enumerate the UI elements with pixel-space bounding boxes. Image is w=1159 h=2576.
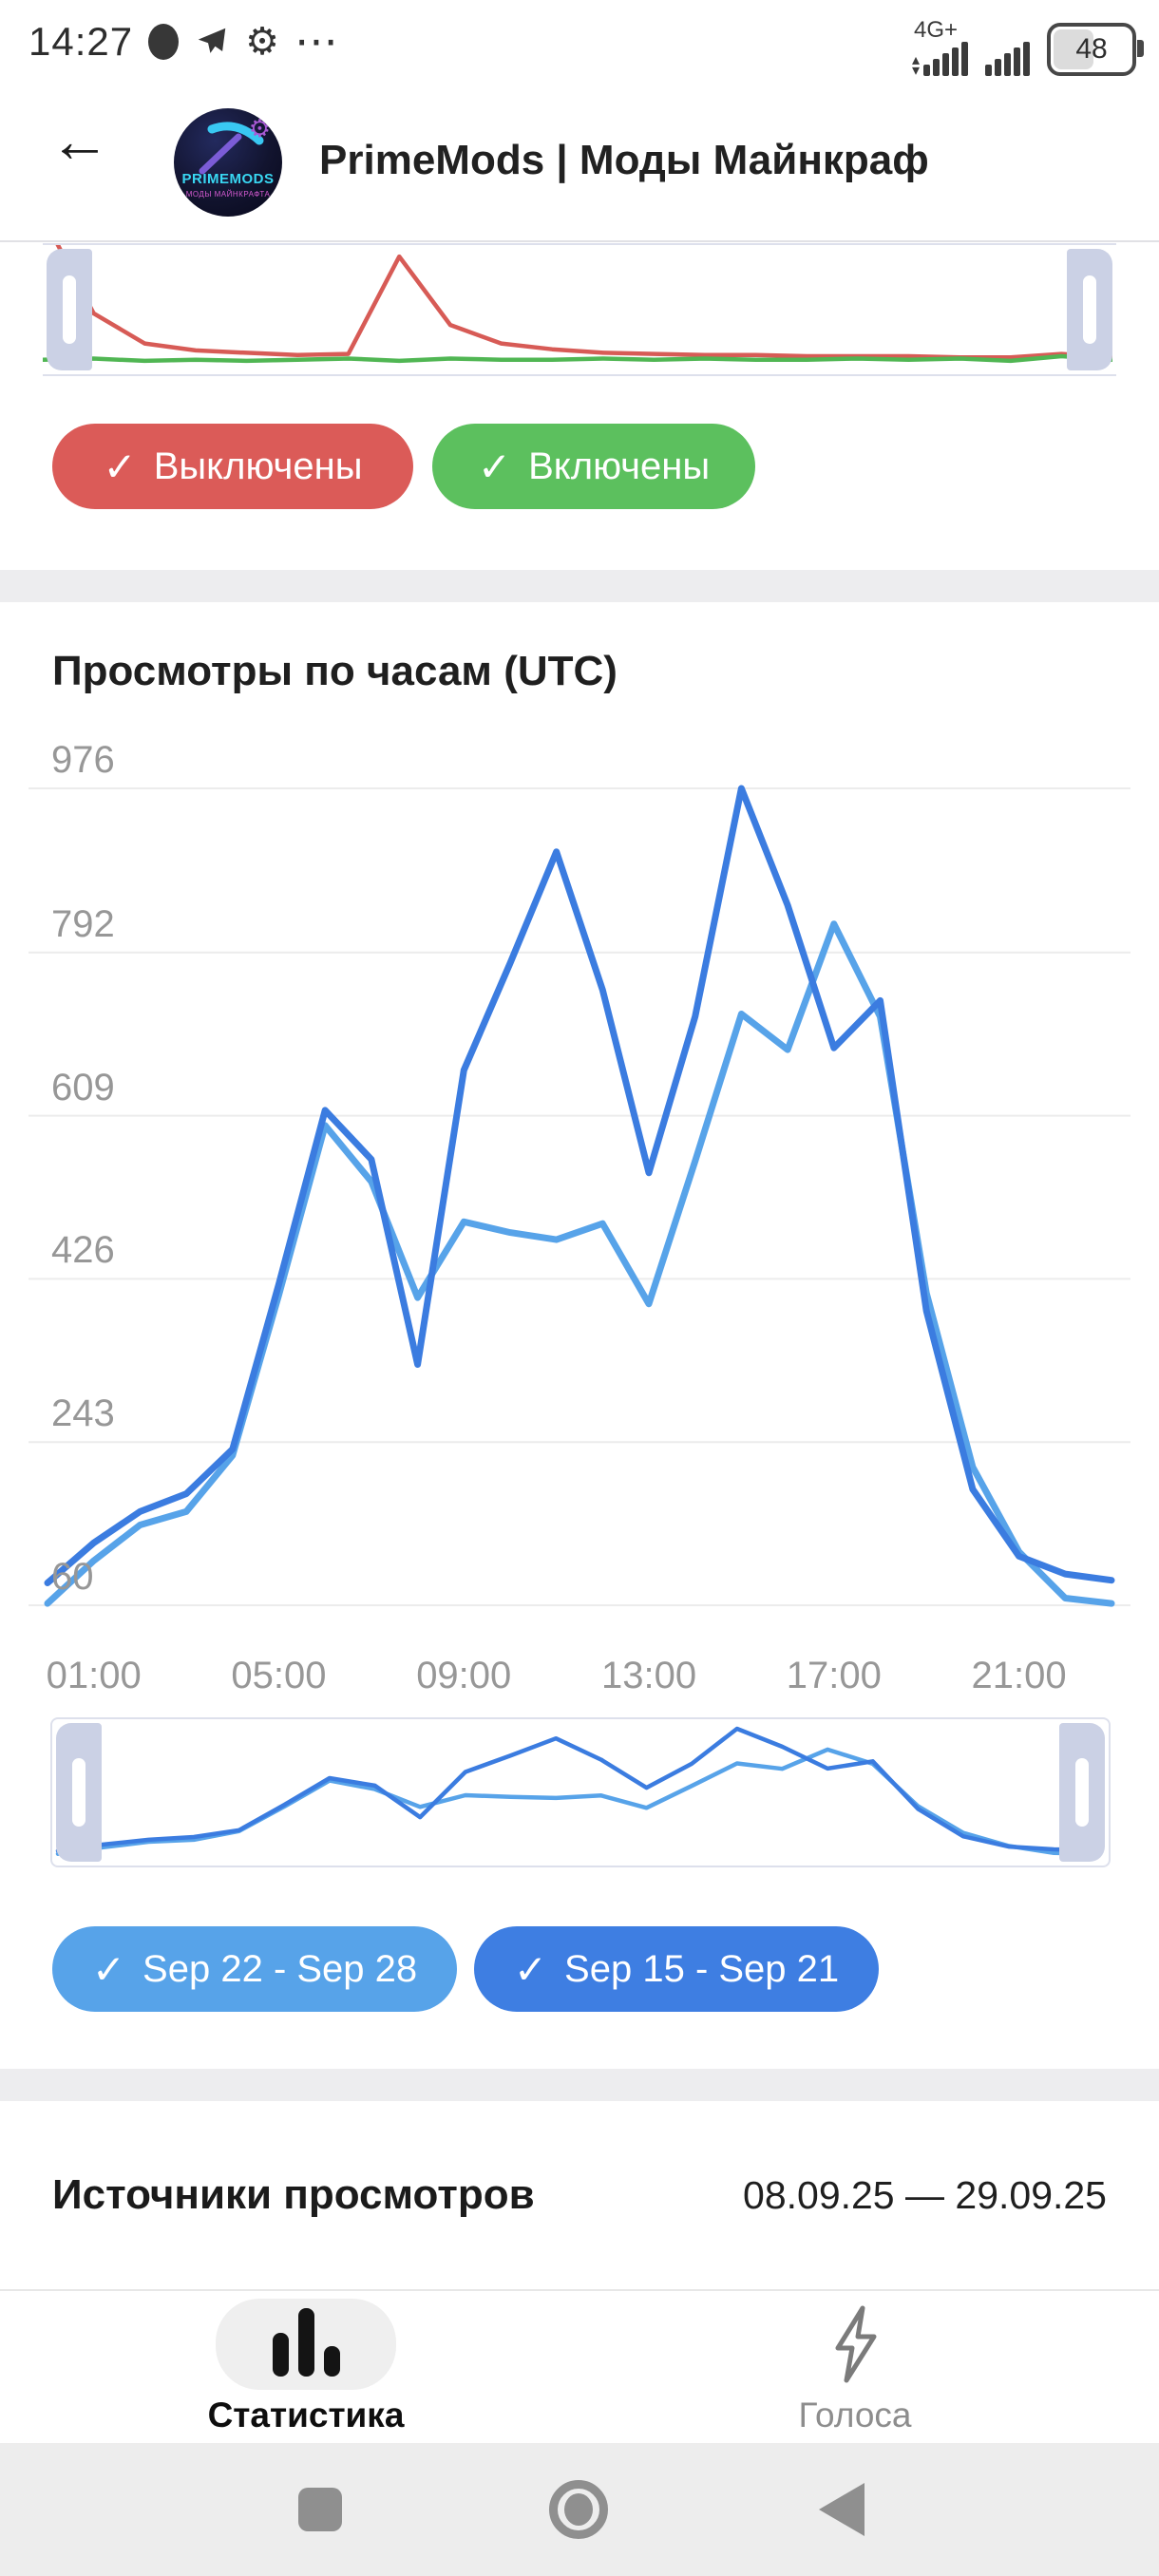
avatar-subtitle: МОДЫ МАЙНКРАФТА (185, 190, 271, 199)
toggle-enabled-button[interactable]: ✓ Включены (432, 424, 755, 509)
battery-fill (1054, 29, 1093, 69)
section-divider-band (0, 2069, 1159, 2101)
signal-bars-icon-2 (985, 42, 1030, 76)
gear-status-icon: ⚙ (245, 21, 279, 63)
bar-chart-icon (272, 2333, 289, 2377)
notifications-minimap-chart (43, 245, 1112, 364)
android-nav-bar (0, 2443, 1159, 2576)
view-sources-row: Источники просмотров 08.09.25 — 29.09.25 (0, 2101, 1159, 2289)
toggle-disabled-label: Выключены (153, 445, 363, 487)
hourly-views-title: Просмотры по часам (UTC) (52, 648, 618, 694)
clock-text: 14:27 (28, 19, 134, 64)
week-toggle-sep22-28[interactable]: ✓ Sep 22 - Sep 28 (52, 1926, 457, 2012)
toggle-disabled-button[interactable]: ✓ Выключены (52, 424, 413, 509)
back-button[interactable]: ← (49, 106, 110, 175)
page-title-wrap: PrimeMods | Моды Майнкраф (319, 137, 1159, 194)
view-sources-title: Источники просмотров (52, 2171, 535, 2218)
header-divider (0, 240, 1159, 242)
range-handle-left[interactable] (56, 1723, 102, 1862)
x-axis-labels: 01:00 05:00 09:00 13:00 17:00 21:00 (28, 1655, 1130, 1702)
avatar-gear-icon: ⚙ (248, 114, 271, 142)
battery-icon: 48 (1047, 23, 1144, 76)
x-tick-label: 09:00 (416, 1655, 512, 1696)
header: ← ⚙ PRIMEMODS МОДЫ МАЙНКРАФТА PrimeMods … (0, 84, 1159, 240)
y-tick-label: 976 (51, 739, 115, 781)
battery-nub (1137, 40, 1144, 57)
recording-dot-icon (148, 24, 180, 60)
toggle-enabled-label: Включены (528, 445, 711, 487)
battery-percent: 48 (1075, 33, 1108, 65)
x-tick-label: 13:00 (600, 1655, 697, 1696)
hourly-views-chart[interactable]: 976 792 609 426 243 60 (28, 739, 1130, 1653)
y-tick-label: 426 (51, 1229, 115, 1272)
network-type-label: 4G+ (913, 17, 958, 43)
pickaxe-icon (199, 122, 264, 175)
home-button[interactable] (549, 2480, 608, 2539)
x-tick-label: 05:00 (231, 1655, 327, 1696)
status-right: 4G+ ▴ ▾ 48 (911, 9, 1144, 79)
check-icon: ✓ (513, 1946, 548, 1992)
range-handle-right[interactable] (1059, 1723, 1105, 1862)
week-toggle-sep15-21[interactable]: ✓ Sep 15 - Sep 21 (474, 1926, 879, 2012)
check-icon: ✓ (103, 444, 137, 489)
bottom-nav-divider (0, 2289, 1159, 2291)
check-icon: ✓ (91, 1946, 126, 1992)
x-tick-label: 17:00 (786, 1655, 882, 1696)
recents-button[interactable] (298, 2488, 342, 2531)
tab-statistics-label: Статистика (207, 2396, 405, 2434)
network-group: 4G+ ▴ ▾ (911, 17, 968, 79)
active-tab-pill (216, 2299, 396, 2390)
bottom-nav: Статистика Голоса (0, 2291, 1159, 2443)
x-tick-label: 01:00 (46, 1655, 142, 1696)
lightning-icon (835, 2305, 877, 2383)
view-sources-date-range: 08.09.25 — 29.09.25 (743, 2172, 1107, 2217)
check-icon: ✓ (477, 444, 512, 489)
week-toggle-label: Sep 22 - Sep 28 (142, 1947, 418, 1990)
status-left: 14:27 ⚙ ⋯ (28, 13, 340, 70)
notifications-range-slider[interactable] (43, 243, 1116, 376)
tab-voices-label: Голоса (798, 2396, 912, 2434)
data-arrows-icon: ▴ ▾ (911, 52, 920, 79)
section-divider-band (0, 570, 1159, 602)
tab-statistics[interactable]: Статистика (116, 2291, 496, 2443)
status-bar: 14:27 ⚙ ⋯ 4G+ ▴ ▾ 48 (0, 0, 1159, 84)
week-toggle-label: Sep 15 - Sep 21 (564, 1947, 840, 1990)
y-tick-label: 60 (51, 1556, 94, 1598)
views-range-slider[interactable] (50, 1717, 1111, 1867)
x-tick-label: 21:00 (971, 1655, 1067, 1696)
range-handle-right[interactable] (1067, 249, 1112, 370)
channel-title: PrimeMods | Моды Майнкраф (319, 137, 929, 183)
telegram-icon (198, 28, 226, 53)
channel-avatar[interactable]: ⚙ PRIMEMODS МОДЫ МАЙНКРАФТА (174, 108, 282, 217)
signal-bars-icon-1 (923, 42, 968, 76)
android-back-button[interactable] (819, 2483, 864, 2536)
more-notifications-icon: ⋯ (294, 16, 340, 66)
title-fade (1036, 122, 1159, 207)
avatar-title: PRIMEMODS (181, 171, 275, 187)
y-tick-label: 609 (51, 1066, 115, 1108)
y-tick-label: 243 (51, 1392, 115, 1435)
range-handle-left[interactable] (47, 249, 92, 370)
views-minimap-chart (55, 1726, 1102, 1856)
y-tick-label: 792 (51, 902, 115, 945)
tab-voices[interactable]: Голоса (665, 2291, 1045, 2443)
